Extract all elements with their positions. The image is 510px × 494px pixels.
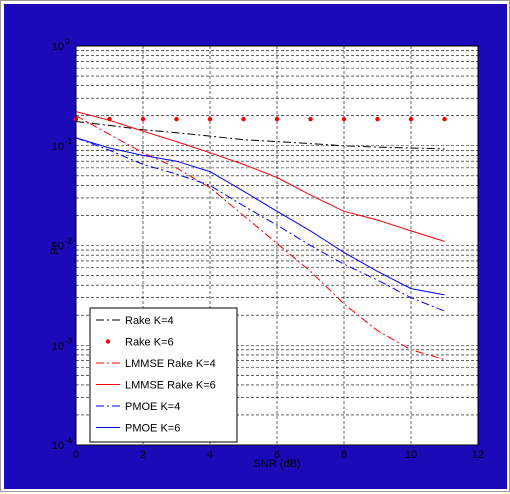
x-tick-label: 10 [405, 449, 417, 461]
legend-label: PMOE K=4 [125, 401, 180, 413]
x-tick-label: 6 [274, 449, 280, 461]
x-axis-label: SNR (dB) [253, 458, 300, 470]
y-tick-exponent: -1 [65, 137, 73, 146]
series-point [408, 116, 414, 122]
series-point [308, 116, 313, 122]
x-tick-label: 0 [73, 449, 79, 461]
y-tick-exponent: -4 [65, 436, 73, 445]
y-tick-label: 10 -1 [52, 137, 73, 153]
y-tick-label: 10 -2 [52, 237, 73, 253]
legend-item: LMMSE Rake K=6 [96, 380, 216, 392]
series-point [241, 116, 246, 122]
series-line [75, 137, 445, 296]
x-tick-label: 2 [140, 449, 146, 461]
series-line [75, 137, 445, 312]
legend-label: LMMSE Rake K=4 [125, 358, 216, 370]
series-point [274, 116, 280, 122]
series-layer [73, 111, 447, 360]
series-point [207, 116, 213, 122]
legend: Rake K=4 Rake K=6 LMMSE Rake K=4 LMMSE Rake… [89, 307, 238, 443]
y-tick-label: 10 -3 [52, 336, 73, 352]
figure-window: 0 2 4 6 8 10 12 10 0 10 -1 10 -2 10 -3 10 -4 SNR (dB) Pe… [4, 4, 507, 489]
x-tick-label: 8 [341, 449, 347, 461]
legend-item: PMOE K=4 [96, 401, 180, 413]
legend-box [89, 307, 238, 443]
legend-label: Rake K=6 [125, 337, 174, 349]
y-tick-base: 10 [52, 241, 64, 253]
y-tick-exponent: -3 [65, 336, 73, 345]
legend-marker [105, 339, 111, 344]
legend-item: Rake K=6 [105, 337, 174, 349]
y-tick-label: 10 -4 [52, 436, 73, 452]
x-tick-label: 12 [472, 449, 484, 461]
y-tick-label: 10 0 [52, 37, 70, 53]
series-point [442, 116, 447, 122]
series-line [75, 121, 445, 150]
legend-item: LMMSE Rake K=4 [96, 358, 216, 370]
legend-label: LMMSE Rake K=6 [125, 380, 216, 392]
series-point [341, 116, 347, 122]
y-tick-base: 10 [52, 340, 64, 352]
legend-item: Rake K=4 [96, 315, 174, 327]
series-point [174, 116, 179, 122]
y-tick-base: 10 [52, 440, 64, 452]
y-tick-base: 10 [52, 141, 64, 153]
legend-label: Rake K=4 [125, 315, 174, 327]
y-axis-label: Pe [49, 241, 61, 254]
legend-label: PMOE K=6 [125, 423, 180, 435]
series-point [140, 116, 146, 122]
y-tick-exponent: -2 [65, 237, 73, 246]
series-point [375, 116, 380, 122]
legend-item: PMOE K=6 [96, 423, 180, 435]
plot-border [75, 45, 479, 446]
y-tick-base: 10 [52, 41, 64, 53]
series-line [75, 111, 445, 242]
series-line [75, 115, 445, 360]
y-tick-exponent: 0 [65, 37, 70, 46]
x-tick-label: 4 [207, 449, 213, 461]
